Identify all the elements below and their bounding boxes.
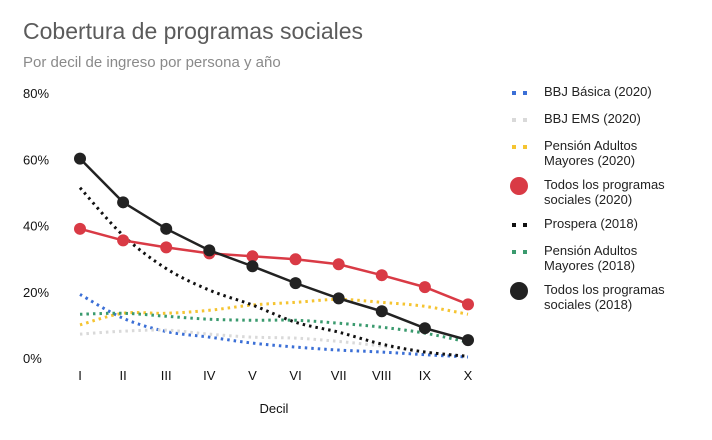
data-point [289, 277, 302, 290]
data-point [74, 222, 86, 235]
data-point [246, 260, 259, 273]
legend-label: Pensión Adultos Mayores (2018) [544, 243, 637, 273]
y-tick-label: 40% [23, 219, 49, 234]
data-point [160, 241, 173, 254]
y-tick-label: 20% [23, 285, 49, 300]
data-point [117, 196, 130, 209]
legend-item[interactable]: Pensión Adultos Mayores (2018) [510, 243, 710, 273]
x-tick-label: VI [289, 368, 301, 383]
series-line-dotted [79, 297, 469, 327]
y-tick-label: 60% [23, 152, 49, 167]
y-tick-label: 80% [23, 86, 49, 101]
x-tick-label: X [464, 368, 473, 383]
legend-label: BBJ Básica (2020) [544, 84, 652, 99]
series-line-dotted [78, 186, 469, 358]
legend-label-line: Pensión Adultos [544, 138, 638, 153]
dotted-line-swatch-icon [510, 216, 532, 234]
legend-item[interactable]: BBJ EMS (2020) [510, 111, 710, 129]
legend-item[interactable]: Todos los programas sociales (2020) [510, 177, 710, 207]
legend-label: Todos los programas sociales (2020) [544, 177, 665, 207]
x-axis-label: Decil [260, 401, 289, 416]
data-point [418, 322, 431, 335]
x-tick-label: III [161, 368, 172, 383]
x-tick-label: I [78, 368, 82, 383]
legend-label: Prospera (2018) [544, 216, 638, 231]
data-point [203, 244, 216, 257]
data-point [160, 222, 173, 235]
legend-label: BBJ EMS (2020) [544, 111, 641, 126]
dotted-line-swatch-icon [510, 138, 532, 156]
data-point [332, 258, 345, 271]
x-tick-label: VII [331, 368, 347, 383]
chart-title: Cobertura de programas sociales [23, 18, 364, 44]
data-point [375, 305, 388, 318]
series-line [79, 227, 469, 306]
legend-label: Todos los programas sociales (2018) [544, 282, 665, 312]
legend-item[interactable]: Prospera (2018) [510, 216, 710, 234]
legend-label-line: Todos los programas [544, 282, 665, 297]
series-line-dotted [79, 311, 469, 344]
legend-label-line: Todos los programas [544, 177, 665, 192]
x-tick-label: IV [203, 368, 216, 383]
legend-label-line: BBJ EMS (2020) [544, 111, 641, 126]
legend-label-line: Mayores (2018) [544, 258, 636, 273]
chart-subtitle: Por decil de ingreso por persona y año [23, 54, 281, 71]
data-point [462, 334, 474, 347]
chart-legend: BBJ Básica (2020) BBJ EMS (2020) Pensión A… [510, 84, 710, 321]
data-point [462, 298, 474, 311]
legend-label-line: Mayores (2020) [544, 153, 636, 168]
data-point [117, 234, 130, 247]
data-point [418, 281, 431, 294]
x-tick-label: II [119, 368, 126, 383]
series-line-dotted [79, 293, 469, 359]
data-point [332, 292, 345, 305]
data-point [246, 250, 259, 263]
legend-label-line: Pensión Adultos [544, 243, 638, 258]
legend-item[interactable]: Todos los programas sociales (2018) [510, 282, 710, 312]
x-tick-label: VIII [372, 368, 392, 383]
data-point [74, 152, 86, 165]
legend-item[interactable]: Pensión Adultos Mayores (2020) [510, 138, 710, 168]
legend-label: Pensión Adultos Mayores (2020) [544, 138, 637, 168]
legend-label-line: sociales (2020) [544, 192, 633, 207]
legend-label-line: BBJ Básica (2020) [544, 84, 652, 99]
y-tick-label: 0% [23, 351, 42, 366]
x-tick-label: V [248, 368, 257, 383]
dotted-line-swatch-icon [510, 84, 532, 102]
circle-marker-icon [510, 177, 532, 195]
legend-label-line: Prospera (2018) [544, 216, 638, 231]
legend-label-line: sociales (2018) [544, 297, 633, 312]
series-line [79, 157, 469, 342]
x-tick-label: IX [419, 368, 432, 383]
data-point [375, 269, 388, 282]
dotted-line-swatch-icon [510, 111, 532, 129]
data-point [289, 253, 302, 266]
circle-marker-icon [510, 282, 532, 300]
dotted-line-swatch-icon [510, 243, 532, 261]
legend-item[interactable]: BBJ Básica (2020) [510, 84, 710, 102]
